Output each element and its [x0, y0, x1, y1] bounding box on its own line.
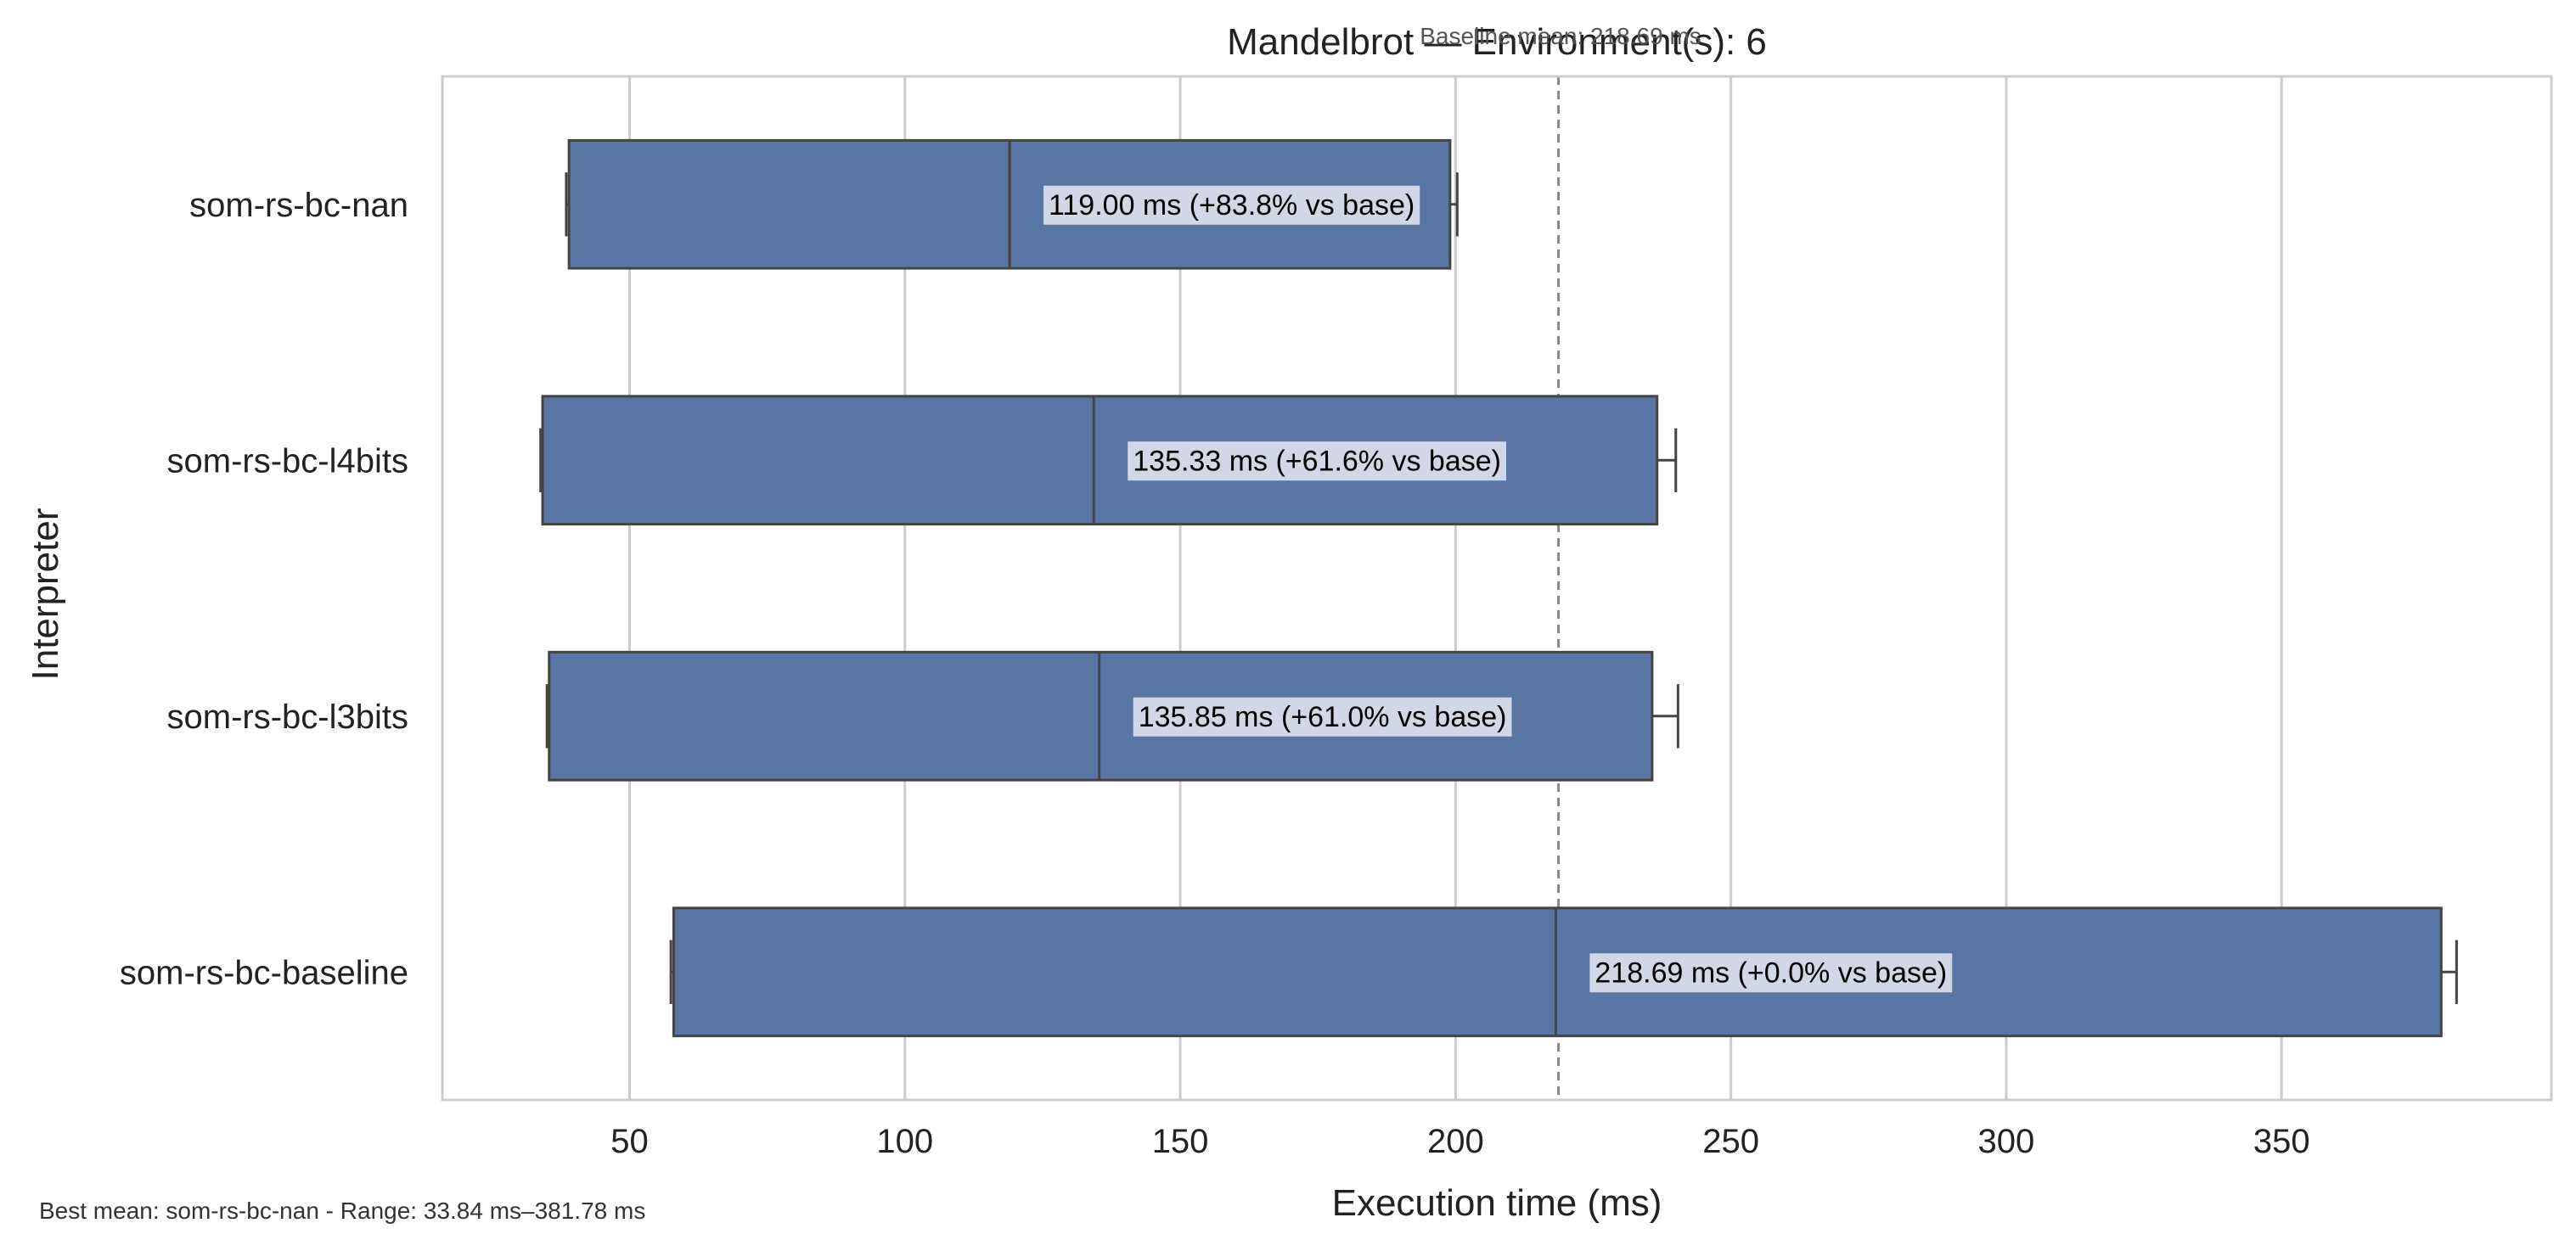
data-label-background: [1133, 697, 1512, 737]
category-label: som-rs-bc-l3bits: [167, 698, 408, 736]
data-label: 135.85 ms (+61.0% vs base): [1139, 701, 1507, 733]
x-tick-label: 250: [1702, 1123, 1759, 1160]
x-tick-label: 50: [610, 1123, 649, 1160]
x-tick-label: 200: [1427, 1123, 1484, 1160]
category-label: som-rs-bc-baseline: [120, 954, 408, 991]
chart-title: Mandelbrot — Environment(s): 6: [1227, 21, 1767, 63]
boxes: 119.00 ms (+83.8% vs base) 135.33 ms (+61…: [539, 138, 2458, 1038]
box-iqr: [672, 906, 2443, 1038]
footnote: Best mean: som-rs-bc-nan - Range: 33.84 …: [39, 1198, 645, 1224]
box-group: 218.69 ms (+0.0% vs base): [669, 906, 2458, 1038]
x-tick-label: 300: [1978, 1123, 2035, 1160]
data-label: 135.33 ms (+61.6% vs base): [1133, 445, 1501, 477]
x-axis-label: Execution time (ms): [1332, 1182, 1662, 1224]
category-label: som-rs-bc-nan: [189, 187, 408, 224]
baseline-mean-annotation: Baseline mean: 218.69 ms: [1420, 23, 1701, 49]
box-group: 135.33 ms (+61.6% vs base): [539, 395, 1678, 526]
x-tick-label: 350: [2253, 1123, 2310, 1160]
x-tick-labels: 50 100 150 200 250 300 350: [610, 1123, 2309, 1160]
y-category-labels: som-rs-bc-nan som-rs-bc-l4bits som-rs-bc-l…: [120, 187, 408, 992]
category-label: som-rs-bc-l4bits: [167, 442, 408, 480]
data-label-background: [1043, 185, 1420, 225]
box-group: 119.00 ms (+83.8% vs base): [565, 138, 1459, 270]
plot-area-frame: [441, 75, 2553, 1102]
x-tick-label: 100: [876, 1123, 933, 1160]
box-group: 135.85 ms (+61.0% vs base): [545, 650, 1679, 782]
data-label-background: [1128, 441, 1506, 481]
data-label-background: [1589, 953, 1953, 993]
x-tick-label: 150: [1152, 1123, 1209, 1160]
data-label: 218.69 ms (+0.0% vs base): [1595, 956, 1947, 989]
y-axis-label: Interpreter: [25, 508, 66, 681]
data-label: 119.00 ms (+83.8% vs base): [1049, 189, 1415, 222]
